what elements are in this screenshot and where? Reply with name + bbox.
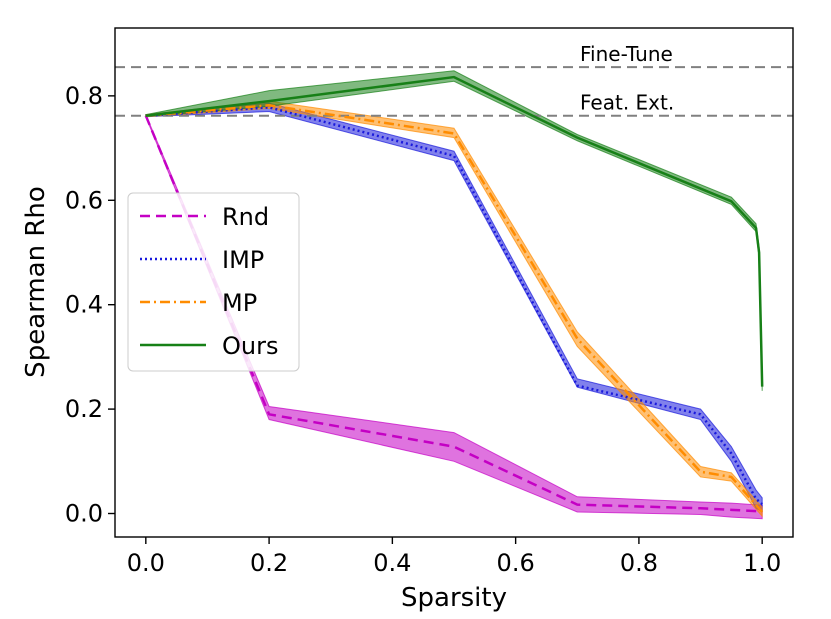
y-tick-label: 0.4 (65, 291, 103, 319)
legend-box (127, 192, 300, 372)
series-lines (144, 75, 764, 513)
band-rnd (145, 114, 763, 520)
line-ours (145, 75, 764, 387)
legend-label-rnd: Rnd (222, 203, 269, 231)
plot-frame (114, 27, 794, 538)
reference-lines: Fine-Tune Feat. Ext. (115, 42, 793, 117)
y-tick-label: 0.8 (65, 82, 103, 110)
x-tick-label: 0.8 (620, 549, 658, 577)
line-imp (145, 106, 763, 506)
x-tick-label: 0.6 (497, 549, 535, 577)
x-axis-label: Sparsity (401, 583, 507, 613)
axis-ticks: 0.0 0.2 0.4 0.6 0.8 1.0 0.0 0.2 0.4 0.6 0.8 (65, 82, 781, 577)
legend: Rnd IMP MP Ours (127, 192, 300, 372)
ref-label-fine-tune: Fine-Tune (580, 42, 673, 66)
legend-label-mp: MP (222, 289, 257, 317)
y-tick-label: 0.0 (65, 500, 103, 528)
y-axis-label: Spearman Rho (21, 186, 51, 378)
legend-label-imp: IMP (222, 246, 264, 274)
x-tick-label: 0.2 (250, 549, 288, 577)
line-rnd (144, 115, 763, 513)
x-tick-label: 1.0 (743, 549, 781, 577)
line-mp (145, 104, 764, 513)
band-mp (145, 100, 763, 518)
x-tick-label: 0.4 (373, 549, 411, 577)
y-tick-label: 0.6 (65, 186, 103, 214)
y-tick-label: 0.2 (65, 395, 103, 423)
ref-label-feat-ext: Feat. Ext. (580, 91, 674, 115)
legend-label-ours: Ours (222, 332, 278, 360)
x-tick-label: 0.0 (127, 549, 165, 577)
